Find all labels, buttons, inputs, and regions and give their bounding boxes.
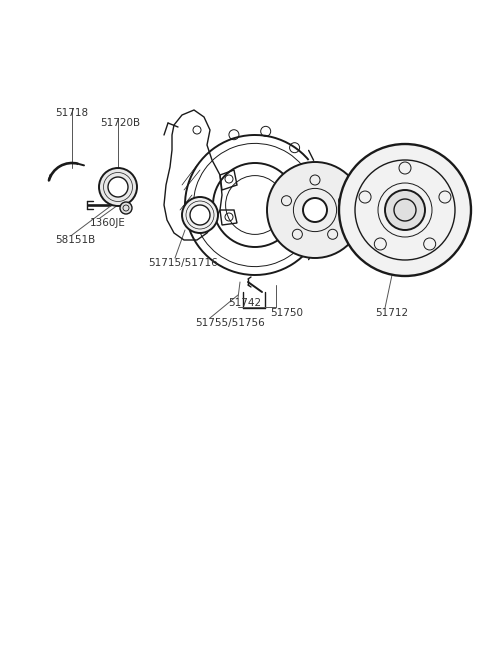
Text: 51715/51716: 51715/51716 [148, 258, 218, 268]
Text: 51718: 51718 [55, 108, 88, 118]
Circle shape [99, 168, 137, 206]
Circle shape [385, 190, 425, 230]
Circle shape [108, 177, 128, 197]
Text: 51750: 51750 [270, 308, 303, 318]
Text: 1360JE: 1360JE [90, 218, 126, 228]
Circle shape [182, 197, 218, 233]
Text: 58151B: 58151B [55, 235, 95, 245]
Circle shape [267, 162, 363, 258]
Circle shape [339, 144, 471, 276]
Text: 51742: 51742 [228, 298, 261, 308]
Circle shape [303, 198, 327, 222]
Text: 51755/51756: 51755/51756 [195, 318, 265, 328]
Text: 51712: 51712 [375, 308, 408, 318]
Circle shape [190, 205, 210, 225]
Circle shape [120, 202, 132, 214]
Text: 51720B: 51720B [100, 118, 140, 128]
